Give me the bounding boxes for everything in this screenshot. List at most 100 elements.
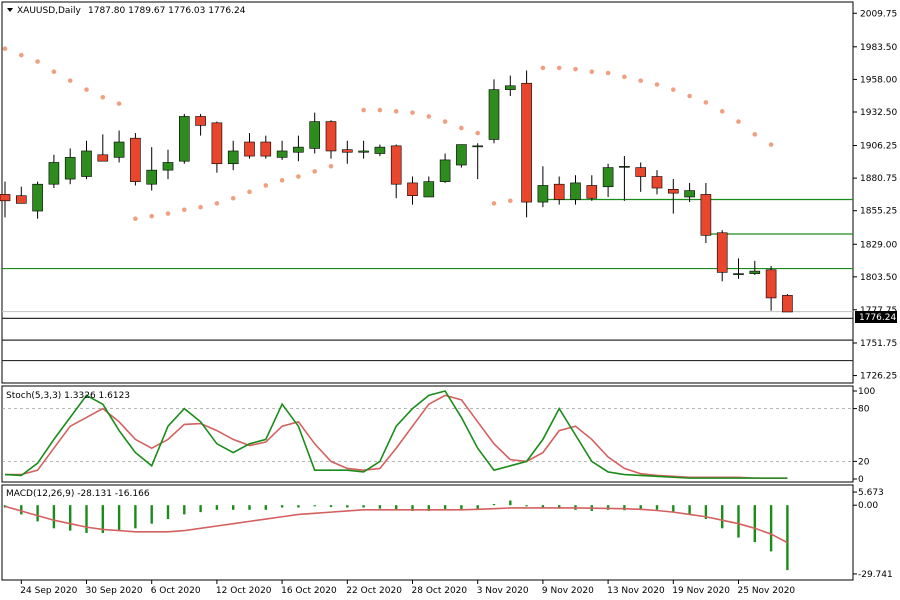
bearish-candle: [700, 194, 712, 236]
macd-histogram-bar: [166, 505, 170, 520]
macd-histogram-bar: [248, 505, 251, 510]
macd-histogram-bar: [558, 505, 561, 509]
macd-histogram-bar: [411, 505, 414, 511]
sar-dot: [149, 213, 154, 219]
sar-dot: [459, 125, 464, 131]
bullish-candle: [733, 273, 744, 275]
sar-dot: [605, 70, 611, 76]
bullish-candle: [619, 166, 630, 168]
stochastic-title: Stoch(5,3,3) 1.3326 1.6123: [6, 391, 130, 401]
dropdown-triangle-icon[interactable]: [7, 8, 13, 12]
macd-tick-label: 5.673: [858, 488, 884, 498]
sar-dot: [165, 211, 171, 216]
x-tick-label: 22 Oct 2020: [346, 586, 402, 596]
bearish-candle: [0, 194, 11, 202]
bullish-candle: [293, 146, 304, 153]
macd-tick-label: 0.00: [858, 501, 878, 511]
price-tick-label: 1751.75: [860, 339, 897, 349]
price-tick-label: 1906.25: [860, 142, 897, 152]
bullish-candle: [227, 150, 239, 165]
bullish-candle: [537, 185, 549, 203]
macd-histogram-bar: [362, 505, 365, 508]
macd-histogram-bar: [69, 505, 72, 531]
bullish-candle: [146, 169, 157, 185]
macd-histogram-bar: [134, 505, 137, 529]
macd-histogram-bar: [786, 505, 789, 571]
sar-dot: [768, 142, 774, 147]
macd-histogram-bar: [623, 505, 626, 511]
bullish-candle: [504, 85, 516, 90]
price-panel: 2009.75 1983.50 1958.00 1932.50 1906.25 1880.…: [0, 1, 897, 384]
bullish-candle: [276, 150, 288, 158]
sar-dot: [35, 59, 40, 64]
x-tick-label: 19 Nov 2020: [672, 586, 730, 596]
sar-dot: [312, 169, 318, 174]
sar-dot: [719, 109, 725, 114]
price-tick-label: 1855.25: [860, 207, 897, 217]
sar-dot: [491, 201, 497, 206]
macd-histogram-bar: [721, 505, 724, 529]
sar-dot: [296, 174, 301, 179]
macd-signal-line: [4, 505, 788, 544]
macd-panel: 5.673 0.00 -29.741 MACD(12,26,9) -28.131 -…: [1, 484, 893, 581]
x-tick-label: 30 Sep 2020: [86, 586, 143, 596]
macd-histogram-bar: [264, 505, 267, 510]
bullish-candle: [374, 146, 386, 154]
sar-dot: [589, 69, 595, 75]
x-axis: 24 Sep 2020 30 Sep 2020 6 Oct 2020 12 Oct 2…: [20, 580, 795, 596]
price-tick-label: 1829.00: [860, 240, 897, 250]
x-tick-label: 6 Oct 2020: [151, 586, 201, 596]
bearish-candle: [635, 167, 647, 177]
current-price-label: 1776.24: [859, 313, 896, 323]
stoch-tick-label: 80: [858, 405, 870, 415]
bearish-candle: [765, 269, 777, 299]
sar-dot: [654, 82, 660, 87]
x-tick-label: 25 Nov 2020: [738, 586, 796, 596]
sar-dot: [475, 130, 481, 136]
bullish-candle: [179, 116, 190, 162]
bullish-candle: [488, 89, 500, 140]
bearish-candle: [407, 182, 418, 196]
bearish-candle: [521, 82, 532, 203]
x-tick-label: 24 Sep 2020: [20, 586, 77, 596]
macd-histogram-bar: [509, 500, 512, 506]
bullish-candle: [64, 157, 76, 180]
stoch-main-line: [4, 390, 788, 479]
sar-dot: [573, 66, 578, 72]
macd-histogram-bar: [395, 505, 398, 510]
price-title: XAUUSD,Daily: [17, 6, 81, 16]
sar-dot: [540, 65, 546, 71]
bearish-candle: [667, 189, 679, 194]
macd-histogram-bar: [688, 505, 691, 515]
macd-histogram-bar: [183, 505, 186, 515]
bearish-candle: [244, 141, 255, 157]
stoch-tick-label: 0: [858, 475, 864, 485]
sar-dot: [328, 164, 334, 169]
macd-histogram-bar: [492, 504, 496, 506]
bullish-candle: [602, 167, 614, 188]
macd-histogram-bar: [313, 505, 316, 507]
x-tick-label: 28 Oct 2020: [412, 586, 468, 596]
sar-dot: [736, 119, 741, 124]
bullish-candle: [48, 162, 60, 185]
macd-histogram-bar: [606, 505, 610, 510]
macd-histogram-bar: [655, 505, 659, 510]
macd-histogram-bar: [297, 505, 300, 508]
macd-histogram-bar: [737, 505, 740, 538]
macd-histogram-bar: [329, 505, 333, 508]
macd-histogram-bar: [36, 505, 39, 522]
macd-histogram-bar: [346, 505, 349, 508]
macd-histogram-bar: [117, 505, 121, 531]
bearish-candle: [97, 154, 109, 162]
bullish-candle: [423, 181, 435, 198]
macd-histogram-bar: [769, 505, 773, 552]
macd-histogram-bar: [85, 505, 88, 533]
macd-histogram-bar: [476, 505, 479, 510]
bullish-candle: [472, 145, 484, 148]
macd-histogram-bar: [199, 505, 202, 513]
stochastic-panel: 100 80 20 0 Stoch(5,3,3) 1.3326 1.6123: [1, 385, 875, 485]
bullish-candle: [749, 270, 761, 274]
bearish-candle: [325, 121, 337, 152]
sar-dot: [133, 216, 138, 221]
